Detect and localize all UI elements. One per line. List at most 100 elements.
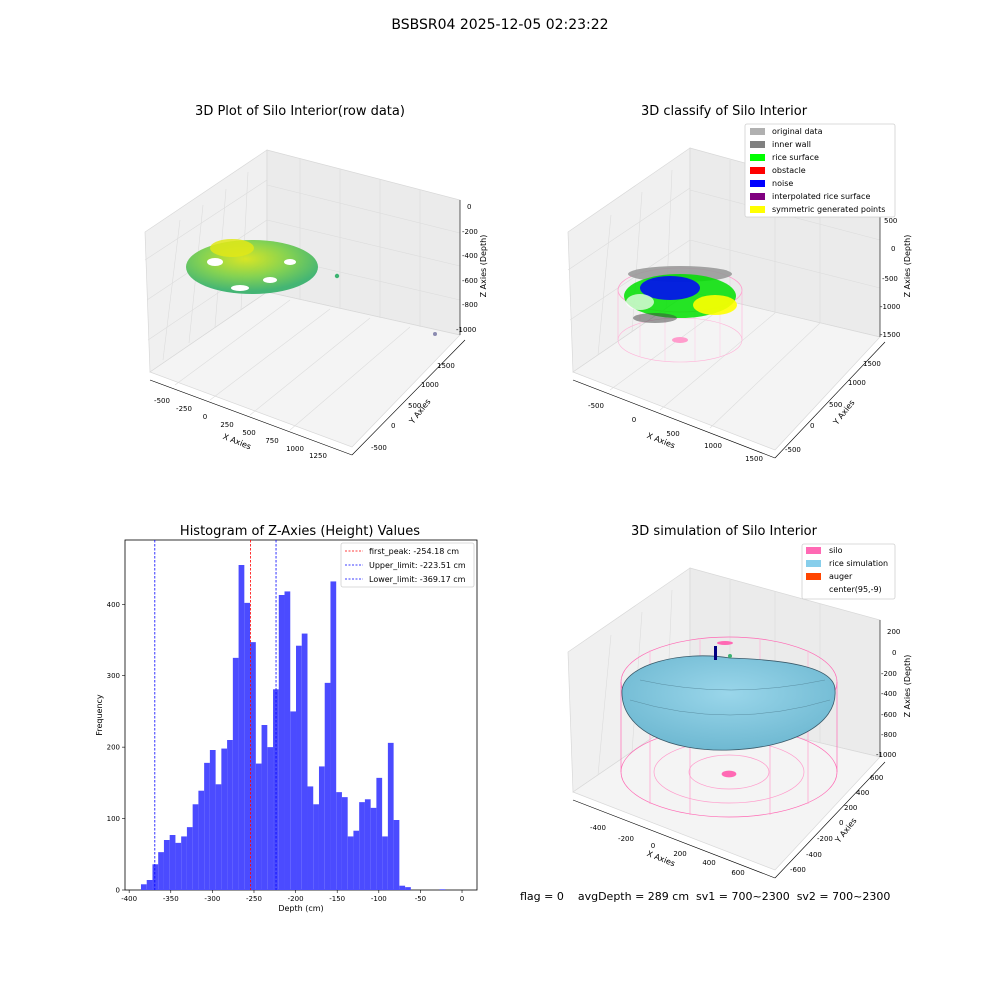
classify-legend: original data inner wall rice surface ob… bbox=[744, 123, 896, 218]
histogram-bar bbox=[261, 725, 268, 890]
histogram-bar bbox=[221, 748, 228, 890]
histogram-bar bbox=[290, 711, 297, 890]
histogram-y-tick-label: 200 bbox=[107, 744, 120, 752]
histogram-bar bbox=[347, 836, 354, 890]
histogram-bar bbox=[169, 835, 176, 890]
histogram-bar bbox=[301, 633, 308, 890]
histogram-y-tick-label: 0 bbox=[116, 887, 120, 895]
histogram-bar bbox=[387, 742, 394, 890]
simulation-z-tick: -600 bbox=[881, 711, 897, 719]
histogram-bar bbox=[238, 565, 245, 890]
histogram-bar bbox=[232, 657, 239, 890]
histogram-bar bbox=[370, 807, 377, 890]
histogram-bar bbox=[255, 763, 262, 890]
figure-title: BSBSR04 2025-12-05 02:23:22 bbox=[391, 17, 609, 33]
histogram-x-ticks: -400 -350 -300 -250 -200 -150 -100 -50 0 bbox=[121, 890, 464, 903]
simulation-x-tick: 200 bbox=[673, 850, 686, 858]
raw-y-tick: 0 bbox=[391, 422, 395, 430]
histogram-y-tick-label: 100 bbox=[107, 815, 120, 823]
histogram-bar bbox=[267, 747, 274, 890]
simulation-x-label: X Axies bbox=[646, 849, 677, 868]
simulation-z-tick: -200 bbox=[881, 670, 897, 678]
simulation-z-tick: -1000 bbox=[876, 751, 896, 759]
histogram-x-tick-label: -150 bbox=[329, 895, 345, 903]
classify-z-tick: -1500 bbox=[880, 331, 900, 339]
status-footer: flag = 0 avgDepth = 289 cm sv1 = 700~230… bbox=[520, 890, 891, 903]
histogram-x-tick-label: -200 bbox=[288, 895, 304, 903]
simulation-y-tick: 400 bbox=[856, 789, 869, 797]
classify-x-tick: 1500 bbox=[745, 455, 763, 463]
simulation-z-tick: -800 bbox=[881, 731, 897, 739]
simulation-y-tick: 200 bbox=[844, 804, 857, 812]
histogram-bar bbox=[163, 840, 170, 890]
histogram-bar bbox=[192, 804, 199, 890]
simulation-y-tick: 600 bbox=[870, 774, 883, 782]
raw-x-tick: 1000 bbox=[286, 445, 304, 453]
raw-x-tick: 250 bbox=[220, 421, 233, 429]
histogram-bar bbox=[439, 889, 446, 890]
histogram-bar bbox=[376, 777, 383, 890]
legend-label: Upper_limit: -223.51 cm bbox=[369, 561, 466, 570]
raw-z-tick: -800 bbox=[462, 301, 478, 309]
histogram-x-tick-label: 0 bbox=[460, 895, 464, 903]
histogram-bar bbox=[318, 766, 325, 890]
histogram-bar bbox=[278, 595, 285, 890]
classify-x-tick: 0 bbox=[632, 416, 636, 424]
raw-x-tick: -250 bbox=[176, 405, 192, 413]
simulation-x-tick: -400 bbox=[590, 824, 606, 832]
histogram-bar bbox=[313, 804, 319, 890]
simulation-x-tick: 0 bbox=[651, 842, 655, 850]
simulation-z-tick: 200 bbox=[887, 628, 900, 636]
classify-3d-title: 3D classify of Silo Interior bbox=[640, 104, 808, 119]
raw-z-label: Z Axies (Depth) bbox=[479, 235, 488, 298]
classified-points bbox=[624, 266, 737, 323]
legend-swatch bbox=[750, 206, 765, 213]
histogram-legend: first_peak: -254.18 cm Upper_limit: -223… bbox=[340, 542, 475, 588]
histogram-y-ticks: 0 100 200 300 400 bbox=[107, 601, 125, 895]
simulation-z-axis: 200 0 -200 -400 -600 -800 -1000 Z Axies … bbox=[876, 620, 912, 759]
histogram-bar bbox=[140, 884, 147, 890]
legend-swatch bbox=[806, 547, 821, 554]
histogram-bar bbox=[341, 797, 348, 890]
histogram-bar bbox=[198, 790, 205, 890]
histogram-bar bbox=[204, 762, 210, 890]
histogram-bar bbox=[215, 784, 222, 890]
histogram-bar bbox=[324, 682, 331, 890]
histogram-bar bbox=[405, 887, 411, 890]
histogram-bar bbox=[359, 802, 365, 890]
histogram-x-label: Depth (cm) bbox=[278, 904, 323, 913]
classify-z-axis: 500 0 -500 -1000 -1500 Z Axies (Depth) bbox=[879, 200, 912, 339]
classify-y-tick: 500 bbox=[829, 401, 842, 409]
simulation-legend: silo rice simulation auger center(95,-9) bbox=[801, 543, 896, 600]
legend-swatch bbox=[750, 128, 765, 135]
histogram-bar bbox=[382, 836, 388, 890]
histogram-bar bbox=[186, 827, 193, 890]
auger bbox=[714, 641, 733, 660]
histogram-x-tick-label: -300 bbox=[204, 895, 220, 903]
histogram-bar bbox=[175, 842, 182, 890]
legend-swatch bbox=[750, 180, 765, 187]
legend-label: first_peak: -254.18 cm bbox=[369, 547, 459, 556]
simulation-y-tick: -600 bbox=[790, 866, 806, 874]
histogram-bar bbox=[250, 642, 256, 890]
raw-x-axis: -500 -250 0 250 500 750 1000 1250 X Axie… bbox=[149, 379, 353, 460]
simulation-z-label: Z Axies (Depth) bbox=[903, 655, 912, 718]
raw-x-tick: 750 bbox=[265, 437, 278, 445]
raw-x-tick: 1250 bbox=[309, 452, 327, 460]
histogram-bar bbox=[353, 830, 360, 890]
simulation-y-tick: -400 bbox=[806, 851, 822, 859]
legend-swatch bbox=[750, 141, 765, 148]
histogram-bar bbox=[152, 864, 159, 890]
raw-z-tick: -200 bbox=[462, 228, 478, 236]
legend-swatch bbox=[806, 586, 821, 593]
raw-x-tick: -500 bbox=[154, 397, 170, 405]
classify-z-tick: -1000 bbox=[880, 303, 900, 311]
legend-swatch bbox=[750, 167, 765, 174]
histogram-bar bbox=[209, 750, 216, 890]
histogram-bar bbox=[330, 581, 337, 890]
histogram-y-tick-label: 400 bbox=[107, 601, 120, 609]
legend-swatch bbox=[750, 193, 765, 200]
histogram-bar bbox=[244, 602, 251, 890]
legend-label: inner wall bbox=[772, 140, 811, 149]
